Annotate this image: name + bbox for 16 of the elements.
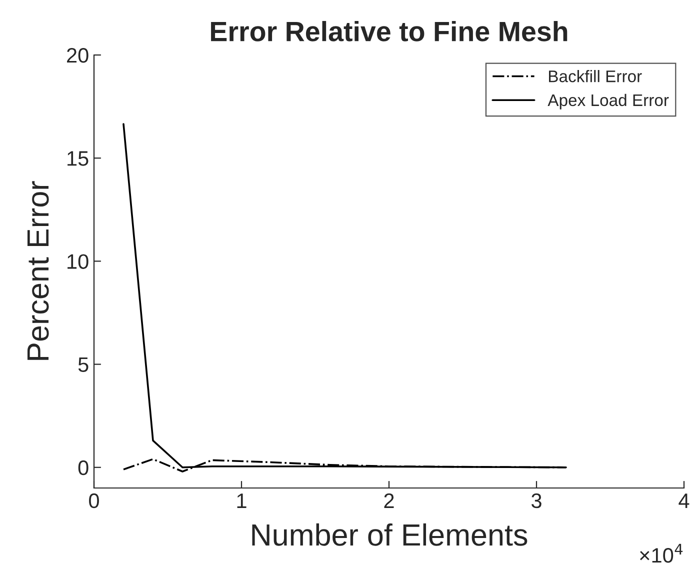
y-tick-label: 10 [68,254,88,269]
y-tick-label: 20 [67,48,88,63]
legend-label: Apex Load Error [548,94,669,110]
x-tick-label: 0 [89,493,99,508]
legend-label: Backfill Error [549,70,642,82]
x-tick-label: 4 [678,494,690,508]
x-axis-title: Number of Elements [252,523,528,546]
chart-title: Error Relative to Fine Mesh [211,20,568,42]
y-tick-label: 0 [78,460,88,476]
y-tick-label: 5 [78,358,88,372]
y-tick-label: 15 [68,151,88,166]
y-axis-title: Percent Error [27,181,49,360]
x-tick-label: 1 [237,494,246,508]
text: ×10$^{4}$ [640,544,683,563]
x-tick-label: 2 [384,493,394,508]
x-tick-label: 3 [532,493,542,508]
